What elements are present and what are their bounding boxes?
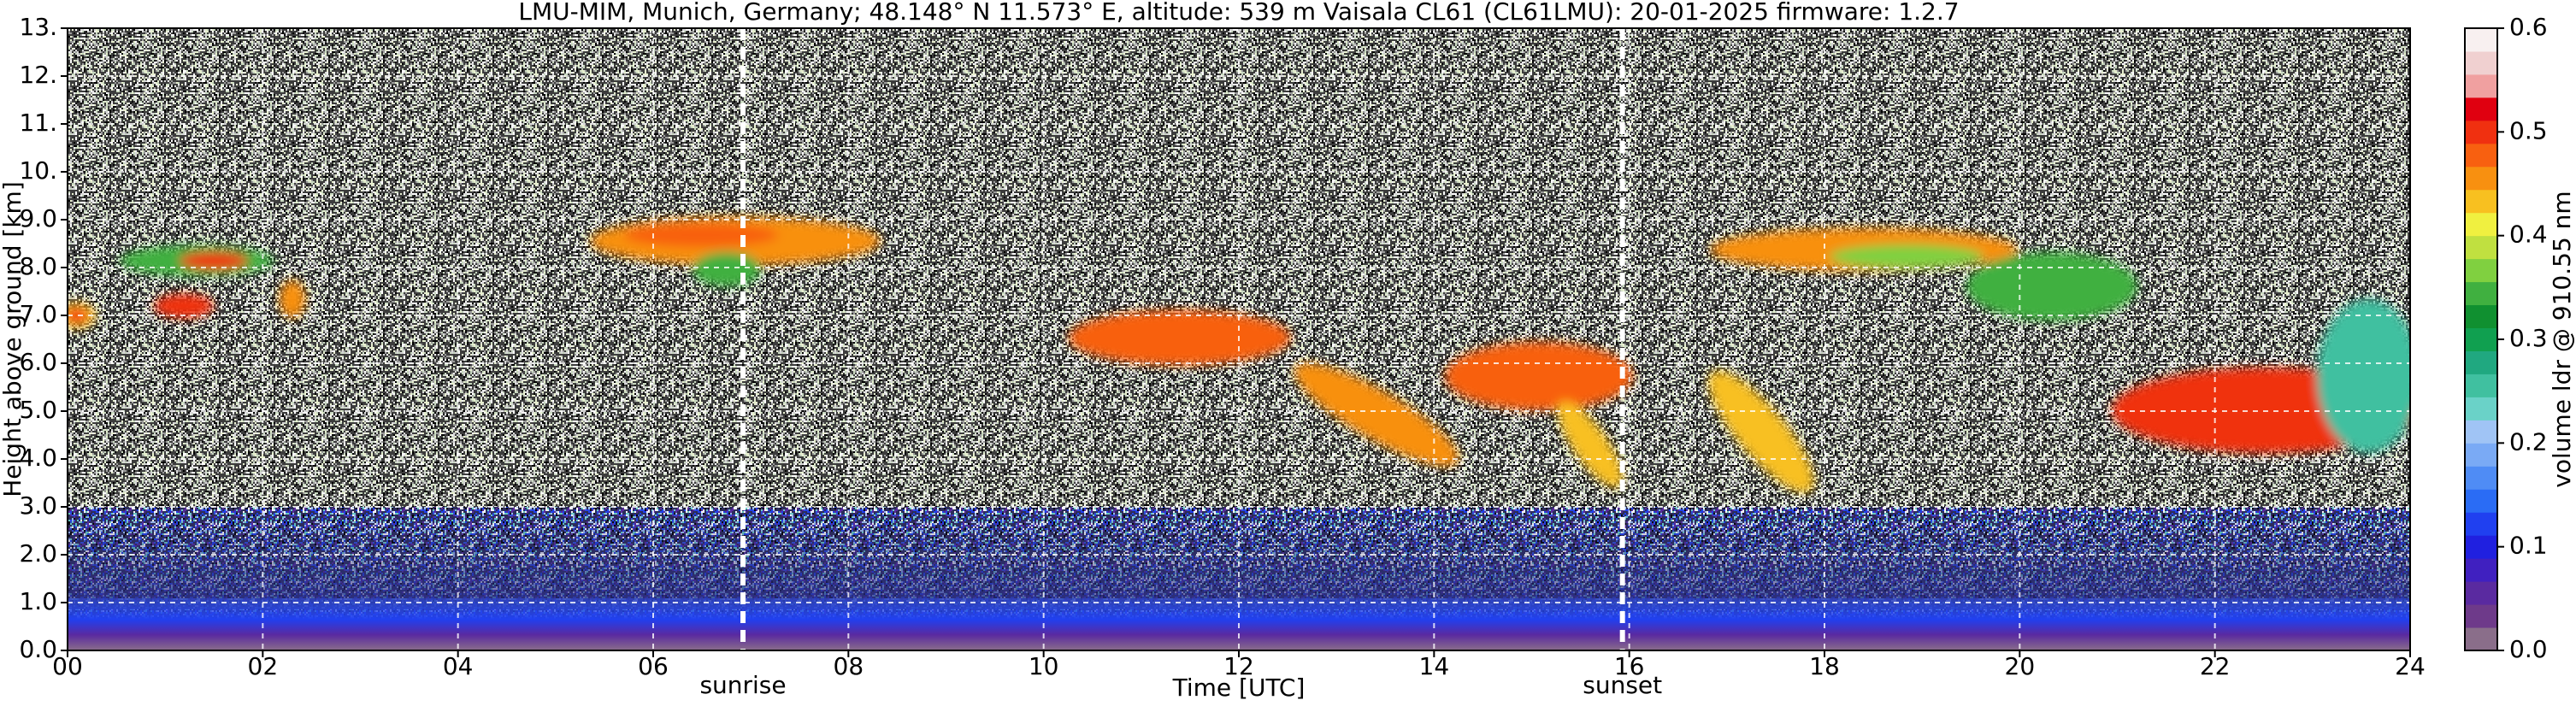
colorbar-bin bbox=[2465, 535, 2497, 559]
x-tick-label: 06 bbox=[638, 652, 669, 680]
y-tick-label: 3.0 bbox=[19, 491, 57, 520]
y-tick-label: 8.0 bbox=[19, 252, 57, 280]
colorbar-tick-label: 0.1 bbox=[2509, 532, 2548, 560]
x-tick-label: 18 bbox=[1809, 652, 1840, 680]
y-tick-label: 4.0 bbox=[19, 444, 57, 472]
y-tick-label: 0.0 bbox=[19, 635, 57, 663]
y-tick-label: 2.0 bbox=[19, 539, 57, 568]
colorbar-bin bbox=[2465, 74, 2497, 98]
colorbar-bin bbox=[2465, 189, 2497, 214]
x-tick-label: 24 bbox=[2395, 652, 2426, 680]
plot-area bbox=[68, 28, 2410, 650]
y-tick-label: 10. bbox=[19, 156, 57, 185]
colorbar-bin bbox=[2465, 235, 2497, 260]
y-tick-label: 9.0 bbox=[19, 204, 57, 232]
x-tick-label: 02 bbox=[248, 652, 279, 680]
colorbar-bin bbox=[2465, 258, 2497, 283]
colorbar-tick-label: 0.6 bbox=[2509, 13, 2548, 41]
y-tick-label: 7.0 bbox=[19, 300, 57, 328]
colorbar-bin bbox=[2465, 397, 2497, 421]
colorbar-bin bbox=[2465, 489, 2497, 513]
colorbar-bin bbox=[2465, 166, 2497, 191]
x-tick-label: 10 bbox=[1029, 652, 1059, 680]
colorbar-bin bbox=[2465, 212, 2497, 237]
colorbar-label: volume ldr @ 910.55 nm bbox=[2548, 191, 2576, 487]
x-tick-label: 16 bbox=[1614, 652, 1645, 680]
colorbar-bin bbox=[2465, 604, 2497, 628]
y-tick-label: 6.0 bbox=[19, 348, 57, 376]
annotation-label: sunrise bbox=[699, 671, 786, 699]
colorbar-bin bbox=[2465, 558, 2497, 582]
colorbar-bin bbox=[2465, 512, 2497, 536]
x-tick-label: 14 bbox=[1419, 652, 1450, 680]
chart-title: LMU-MIM, Munich, Germany; 48.148° N 11.5… bbox=[518, 0, 1959, 26]
colorbar-bin bbox=[2465, 281, 2497, 306]
colorbar-bin bbox=[2465, 443, 2497, 467]
colorbar-tick-label: 0.4 bbox=[2509, 221, 2548, 249]
colorbar-bin bbox=[2465, 627, 2497, 651]
x-tick-label: 22 bbox=[2200, 652, 2231, 680]
colorbar: 0.0 0.1 0.2 0.3 0.4 0.5 0.6 bbox=[2464, 13, 2548, 663]
x-axis-label: Time [UTC] bbox=[1172, 674, 1306, 702]
colorbar-bin bbox=[2465, 374, 2497, 397]
x-tick-label: 00 bbox=[52, 652, 83, 680]
colorbar-bin bbox=[2465, 581, 2497, 605]
y-tick-label: 11. bbox=[19, 109, 57, 137]
colorbar-bin bbox=[2465, 28, 2497, 52]
colorbar-bin bbox=[2465, 327, 2497, 351]
colorbar-bin bbox=[2465, 466, 2497, 490]
x-tick-label: 08 bbox=[834, 652, 864, 680]
grid bbox=[68, 28, 2410, 650]
colorbar-tick-label: 0.3 bbox=[2509, 324, 2548, 352]
colorbar-tick-label: 0.0 bbox=[2509, 635, 2548, 663]
colorbar-bin bbox=[2465, 50, 2497, 75]
colorbar-bin bbox=[2465, 143, 2497, 168]
y-axis-label: Height above ground [km] bbox=[0, 181, 27, 497]
colorbar-bin bbox=[2465, 304, 2497, 329]
colorbar-bin bbox=[2465, 350, 2497, 374]
colorbar-bin bbox=[2465, 120, 2497, 144]
x-tick-label: 12 bbox=[1223, 652, 1254, 680]
y-tick-label: 5.0 bbox=[19, 396, 57, 424]
colorbar-bin bbox=[2465, 420, 2497, 444]
x-tick-label: 20 bbox=[2005, 652, 2036, 680]
colorbar-bin bbox=[2465, 97, 2497, 121]
colorbar-tick-label: 0.5 bbox=[2509, 116, 2548, 144]
y-tick-label: 12. bbox=[19, 61, 57, 89]
cloud-echoes bbox=[68, 217, 2410, 493]
colorbar-tick-label: 0.2 bbox=[2509, 427, 2548, 456]
y-tick-label: 1.0 bbox=[19, 587, 57, 615]
x-tick-label: 04 bbox=[443, 652, 474, 680]
y-tick-label: 13. bbox=[19, 13, 57, 41]
annotation-label: sunset bbox=[1583, 671, 1662, 699]
